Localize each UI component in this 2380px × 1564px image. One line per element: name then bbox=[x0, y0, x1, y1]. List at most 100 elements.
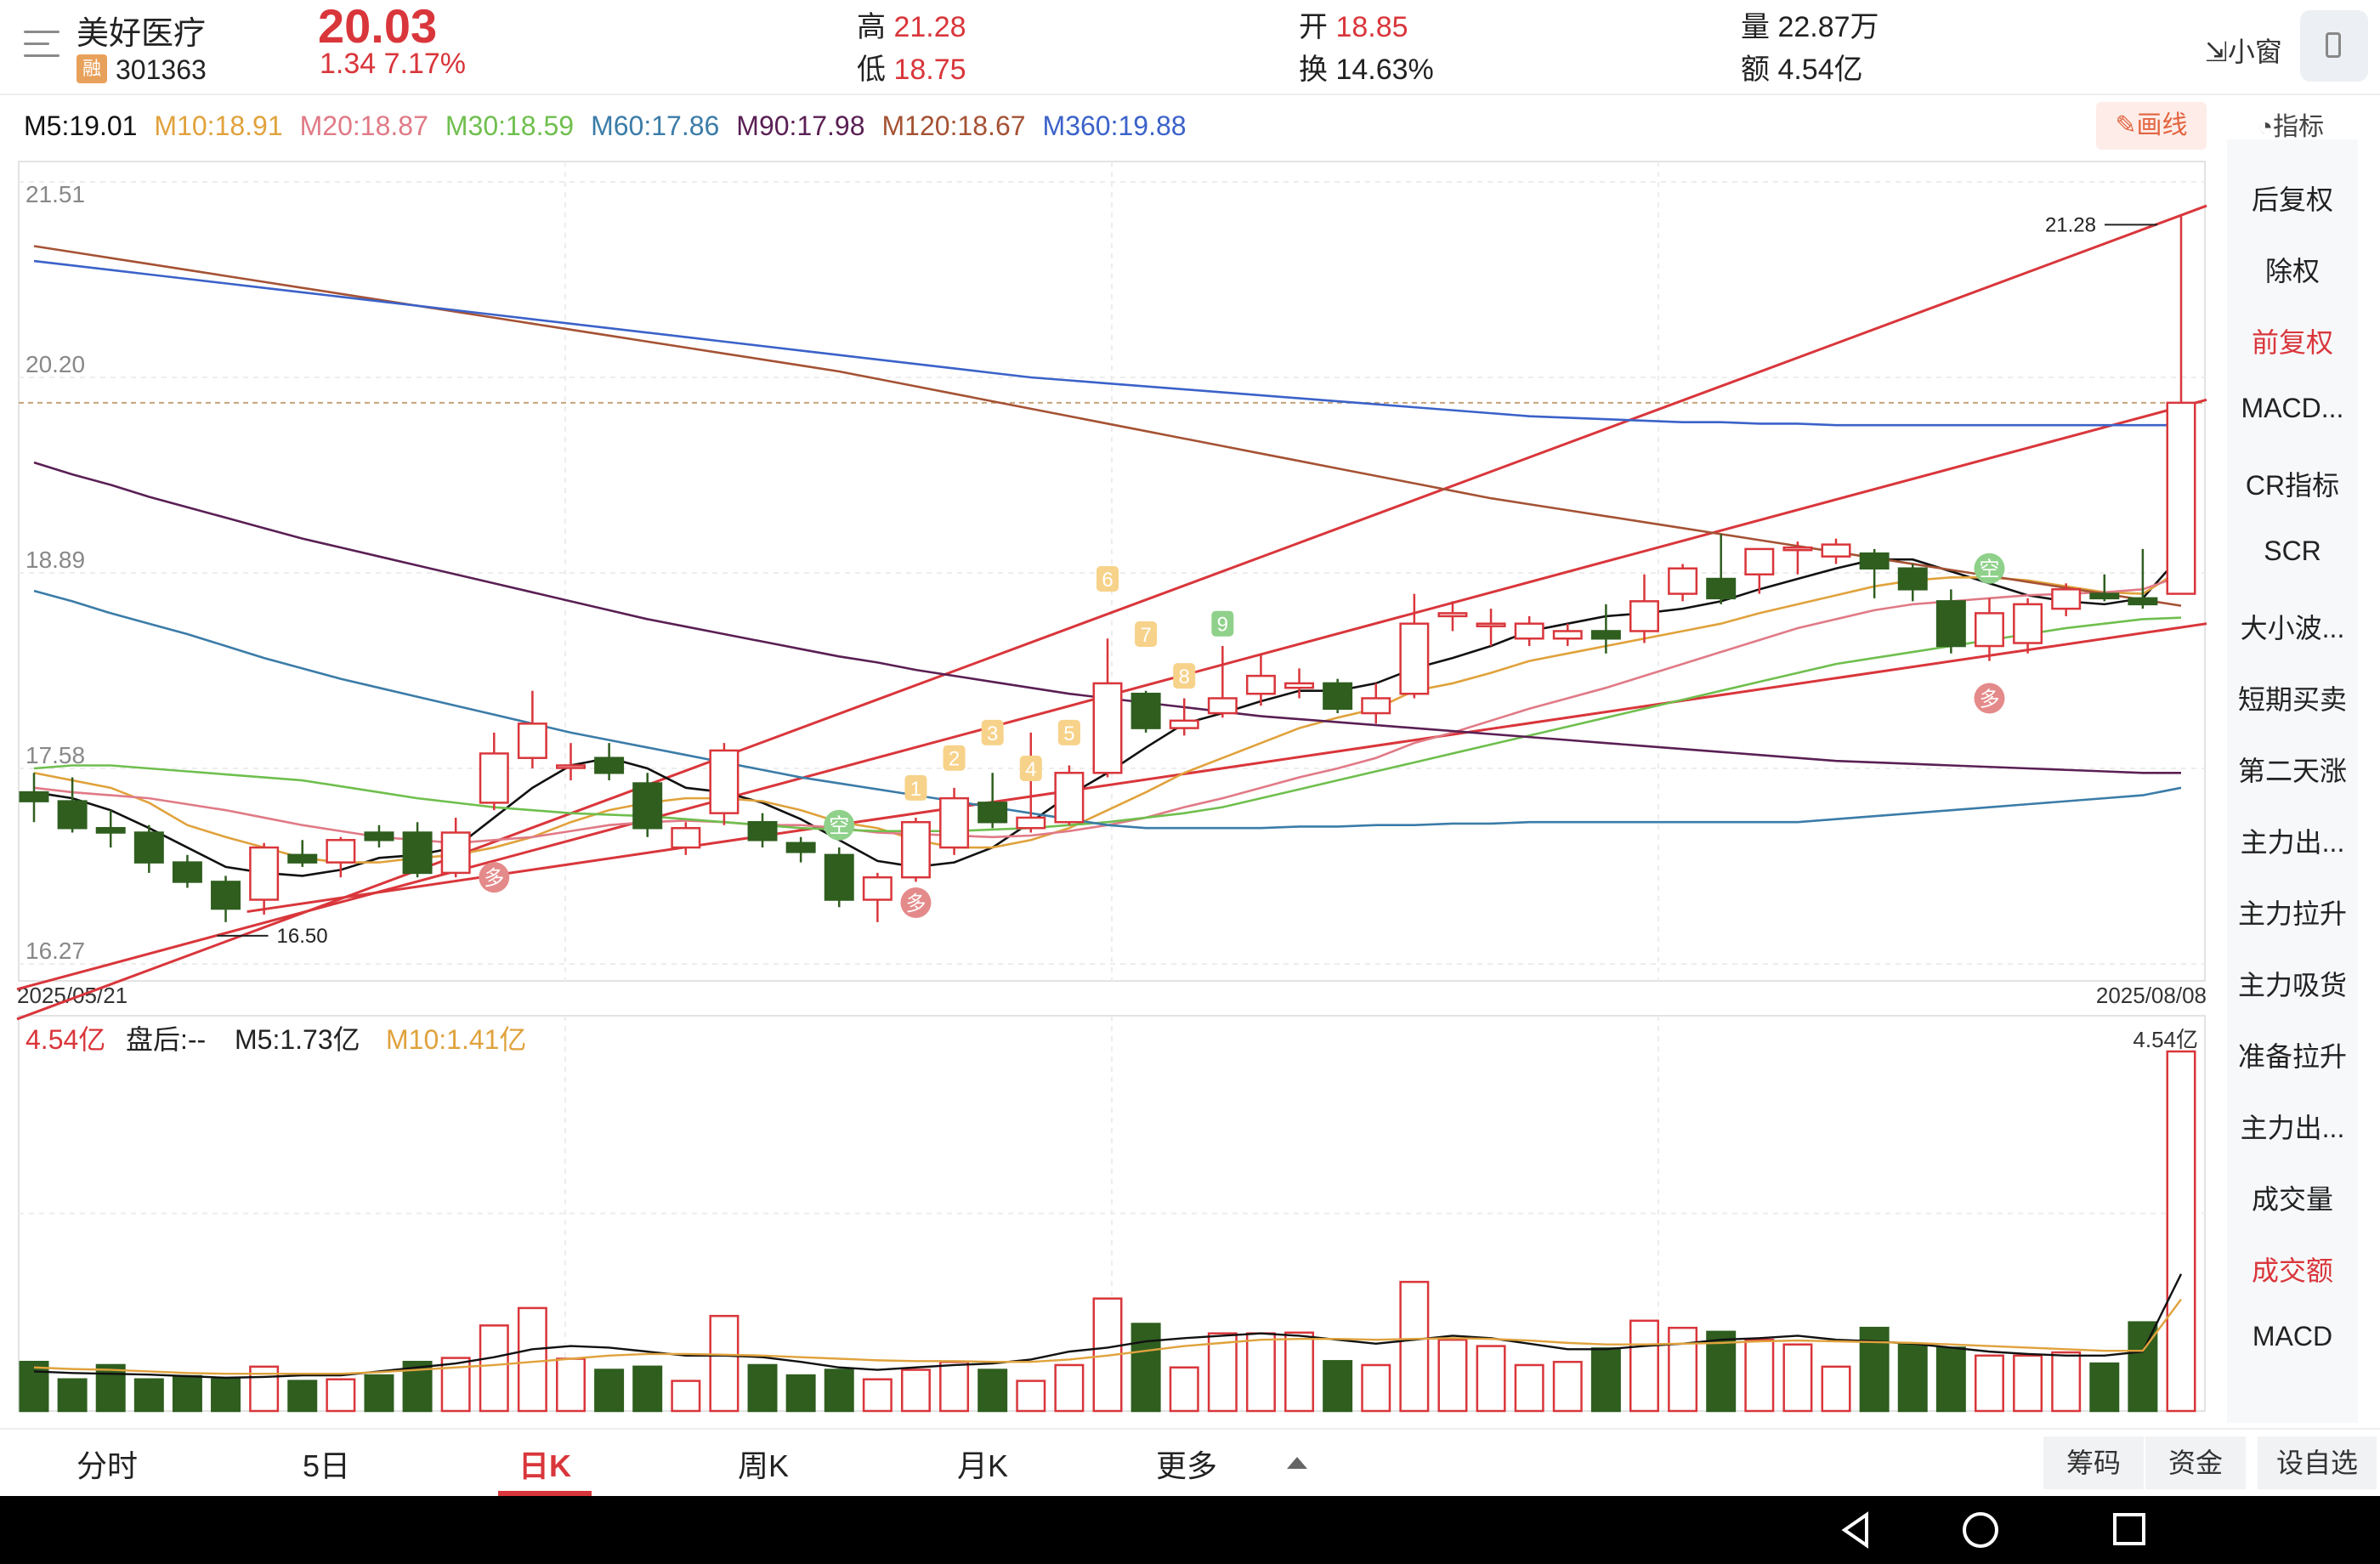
side-item[interactable]: 除权 bbox=[2264, 256, 2320, 286]
volume-bar bbox=[1897, 1342, 1928, 1413]
side-item[interactable]: 准备拉升 bbox=[2237, 1041, 2347, 1072]
candle-body bbox=[479, 752, 509, 804]
badge-label: 4 bbox=[1025, 758, 1036, 781]
side-item[interactable]: 短期买卖 bbox=[2237, 684, 2347, 715]
badge-label: 6 bbox=[1102, 569, 1113, 592]
add-watchlist-button[interactable]: 设自选 bbox=[2258, 1436, 2377, 1489]
volume-ma10-line bbox=[33, 1298, 2182, 1375]
ma-legend-item: M360:19.88 bbox=[1042, 110, 1187, 141]
candle-body bbox=[1361, 697, 1391, 715]
ma-legend-item: M10:18.91 bbox=[154, 110, 283, 141]
candle-body bbox=[1514, 622, 1544, 640]
candle-body bbox=[978, 802, 1008, 824]
candle-body bbox=[1016, 816, 1046, 830]
badge-label: 空 bbox=[1979, 558, 1999, 581]
volume-bar bbox=[1629, 1319, 1659, 1413]
after-hours-label: 盘后:-- bbox=[126, 1024, 206, 1055]
volume-amount-label: 4.54亿 bbox=[26, 1024, 105, 1055]
open-stat: 开 18.85 bbox=[1299, 11, 1408, 43]
volume-bar bbox=[1974, 1354, 2004, 1413]
volume-bar bbox=[785, 1374, 816, 1413]
small-window-button[interactable]: ⇲小窗 bbox=[2205, 37, 2282, 67]
badge-label: 1 bbox=[910, 778, 921, 801]
side-item[interactable]: 大小波... bbox=[2240, 613, 2345, 643]
side-item[interactable]: 成交量 bbox=[2251, 1184, 2333, 1215]
candle-body bbox=[1245, 674, 1276, 695]
candle-body bbox=[632, 782, 663, 830]
side-item[interactable]: 主力出... bbox=[2240, 827, 2345, 858]
side-item[interactable]: MACD... bbox=[2241, 393, 2344, 423]
volume-bar bbox=[1590, 1347, 1621, 1413]
candle-body bbox=[1706, 577, 1737, 600]
tab-weekly-k[interactable]: 周K bbox=[738, 1448, 790, 1483]
candle-body bbox=[517, 722, 547, 759]
side-item[interactable]: CR指标 bbox=[2245, 470, 2340, 501]
volume-bar bbox=[172, 1374, 202, 1413]
volume-bar bbox=[133, 1378, 164, 1413]
volume-bar bbox=[1514, 1363, 1544, 1413]
side-item[interactable]: 前复权 bbox=[2251, 327, 2333, 358]
candle-body bbox=[785, 842, 816, 853]
side-item[interactable]: MACD bbox=[2252, 1321, 2333, 1352]
tab-more[interactable]: 更多 bbox=[1156, 1448, 1218, 1483]
volume-bar bbox=[824, 1368, 854, 1413]
ma-legend: M5:19.01 M10:18.91 M20:18.87 M30:18.59 M60:1… bbox=[24, 110, 1204, 148]
active-tab-underline bbox=[498, 1491, 592, 1496]
candle-body bbox=[1323, 682, 1353, 711]
count-badge bbox=[1019, 756, 1042, 781]
menu-icon[interactable] bbox=[24, 31, 60, 61]
kline-chart[interactable]: 21.51 20.20 18.89 17.58 16.27 2025/05/21 2025/… bbox=[0, 153, 2210, 1428]
candle-body bbox=[556, 764, 586, 769]
candle-body bbox=[2089, 592, 2120, 600]
volume-bar bbox=[1245, 1332, 1276, 1413]
candle-body bbox=[95, 826, 126, 834]
price-tick-label: 20.20 bbox=[26, 351, 85, 377]
candle-body bbox=[939, 796, 970, 849]
tab-5day[interactable]: 5日 bbox=[303, 1448, 351, 1483]
volume-bar bbox=[19, 1360, 49, 1413]
chips-button[interactable]: 筹码 bbox=[2043, 1436, 2144, 1489]
back-icon[interactable] bbox=[1841, 1511, 1868, 1549]
volume-bar bbox=[1323, 1360, 1353, 1413]
system-nav-bar bbox=[0, 1496, 2380, 1564]
volume-bar bbox=[709, 1314, 740, 1413]
tab-monthly-k[interactable]: 月K bbox=[957, 1448, 1009, 1483]
side-item[interactable]: 主力出... bbox=[2240, 1113, 2345, 1143]
candle-body bbox=[1399, 622, 1430, 695]
tab-daily-k[interactable]: 日K bbox=[518, 1448, 571, 1483]
ma-line-m60 bbox=[33, 589, 2182, 830]
candle-body bbox=[19, 790, 49, 802]
phone-icon[interactable] bbox=[2300, 10, 2368, 82]
side-item[interactable]: SCR bbox=[2264, 536, 2321, 566]
candle-body bbox=[326, 839, 356, 864]
last-price: 20.03 bbox=[318, 0, 438, 53]
volume-bar bbox=[2013, 1354, 2043, 1413]
volume-bar bbox=[57, 1378, 88, 1413]
side-item[interactable]: 主力吸货 bbox=[2237, 970, 2347, 1000]
min-price-label: 16.50 bbox=[277, 925, 328, 948]
home-icon[interactable] bbox=[1963, 1512, 1998, 1548]
price-tick-label: 17.58 bbox=[26, 742, 85, 768]
volume-bar bbox=[1552, 1360, 1583, 1413]
badge-label: 2 bbox=[949, 748, 960, 771]
recents-icon[interactable] bbox=[2113, 1513, 2145, 1545]
badge-label: 5 bbox=[1063, 722, 1074, 745]
side-item[interactable]: 第二天涨 bbox=[2237, 756, 2347, 786]
indicator-button[interactable]: ◔指标 bbox=[2258, 113, 2325, 141]
draw-line-button[interactable]: ✎画线 bbox=[2096, 102, 2207, 150]
candle-body bbox=[2166, 401, 2196, 595]
volume-bar bbox=[1016, 1380, 1046, 1413]
indicator-sidebar: 后复权除权前复权 MACD... CR指标 SCR 大小波... 短期买卖第二天涨主力出.… bbox=[2227, 139, 2358, 1423]
side-item[interactable]: 成交额 bbox=[2251, 1255, 2333, 1286]
chevron-up-icon[interactable] bbox=[1287, 1457, 1307, 1469]
funds-button[interactable]: 资金 bbox=[2145, 1436, 2246, 1489]
candle-body bbox=[1935, 600, 1966, 648]
volume-bar bbox=[1361, 1363, 1391, 1413]
side-item[interactable]: 主力拉升 bbox=[2237, 898, 2347, 929]
volume-bar bbox=[1284, 1331, 1315, 1413]
candle-body bbox=[172, 861, 202, 883]
volume-bar bbox=[479, 1324, 509, 1413]
side-item[interactable]: 后复权 bbox=[2251, 184, 2333, 215]
tab-intraday[interactable]: 分时 bbox=[76, 1448, 139, 1483]
volume-ma5-line bbox=[33, 1273, 2183, 1380]
